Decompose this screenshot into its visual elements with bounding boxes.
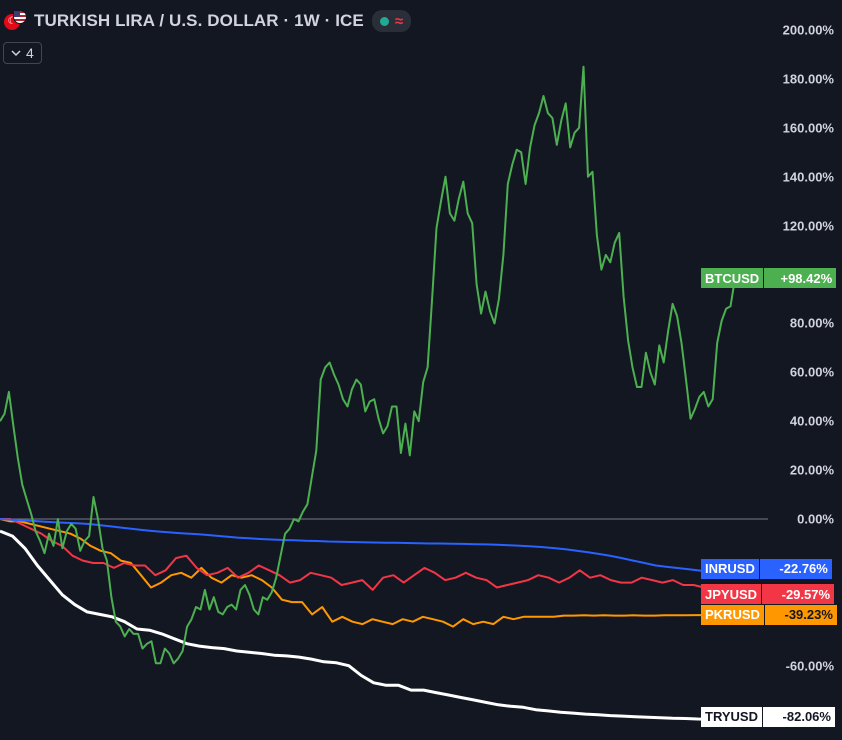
- y-tick-label: 20.00%: [789, 462, 834, 478]
- series-last-value: -29.57%: [762, 584, 835, 605]
- series-last-value: -39.23%: [764, 604, 837, 625]
- chevron-down-icon: [11, 50, 21, 57]
- market-status-badge[interactable]: ≈: [371, 10, 412, 32]
- last-value-tag-pkrusd: PKRUSD -39.23%: [701, 604, 837, 625]
- series-name-label: TRYUSD: [701, 706, 763, 727]
- us-flag-icon: [13, 10, 27, 24]
- y-tick-label: -60.00%: [785, 658, 834, 674]
- y-tick-label: 200.00%: [782, 22, 834, 38]
- y-tick-label: 60.00%: [789, 364, 834, 380]
- series-line-btcusd[interactable]: [0, 65, 736, 665]
- currency-pair-flag-icon: ☾: [4, 10, 27, 32]
- series-last-value: -22.76%: [759, 558, 832, 579]
- series-layer: [0, 65, 736, 722]
- series-line-tryusd[interactable]: [0, 529, 736, 722]
- data-delay-icon: ≈: [394, 12, 404, 30]
- y-tick-label: 140.00%: [782, 169, 834, 185]
- series-last-value: +98.42%: [764, 268, 837, 289]
- series-line-inrusd[interactable]: [0, 518, 736, 576]
- y-tick-label: 0.00%: [797, 511, 834, 527]
- market-open-dot-icon: [379, 16, 389, 26]
- last-value-tag-tryusd: TRYUSD -82.06%: [701, 706, 835, 727]
- chart-header: ☾ TURKISH LIRA / U.S. DOLLAR · 1W · ICE …: [4, 9, 412, 33]
- y-tick-label: 160.00%: [782, 120, 834, 136]
- symbol-title[interactable]: TURKISH LIRA / U.S. DOLLAR · 1W · ICE: [34, 11, 364, 30]
- series-line-pkrusd[interactable]: [0, 518, 736, 628]
- series-line-jpyusd[interactable]: [0, 518, 736, 593]
- y-tick-label: 40.00%: [789, 413, 834, 429]
- y-tick-label: 180.00%: [782, 71, 834, 87]
- series-name-label: BTCUSD: [701, 268, 765, 289]
- series-name-label: PKRUSD: [701, 604, 765, 625]
- last-value-tag-jpyusd: JPYUSD -29.57%: [701, 584, 835, 605]
- y-tick-label: 80.00%: [789, 315, 834, 331]
- series-last-value: -82.06%: [762, 706, 835, 727]
- indicators-collapse-button[interactable]: 4: [3, 42, 42, 64]
- last-value-tag-inrusd: INRUSD -22.76%: [701, 558, 832, 579]
- collapsed-indicators-count: 4: [26, 45, 34, 61]
- series-name-label: INRUSD: [701, 558, 760, 579]
- series-name-label: JPYUSD: [701, 584, 763, 605]
- last-value-tag-btcusd: BTCUSD +98.42%: [701, 268, 837, 289]
- y-tick-label: 120.00%: [782, 218, 834, 234]
